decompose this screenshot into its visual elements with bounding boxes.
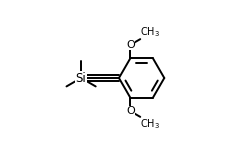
Text: Si: Si	[76, 71, 87, 85]
Text: O: O	[126, 40, 135, 50]
Text: CH$_3$: CH$_3$	[140, 25, 160, 39]
Text: O: O	[126, 106, 135, 116]
Text: CH$_3$: CH$_3$	[140, 117, 160, 131]
